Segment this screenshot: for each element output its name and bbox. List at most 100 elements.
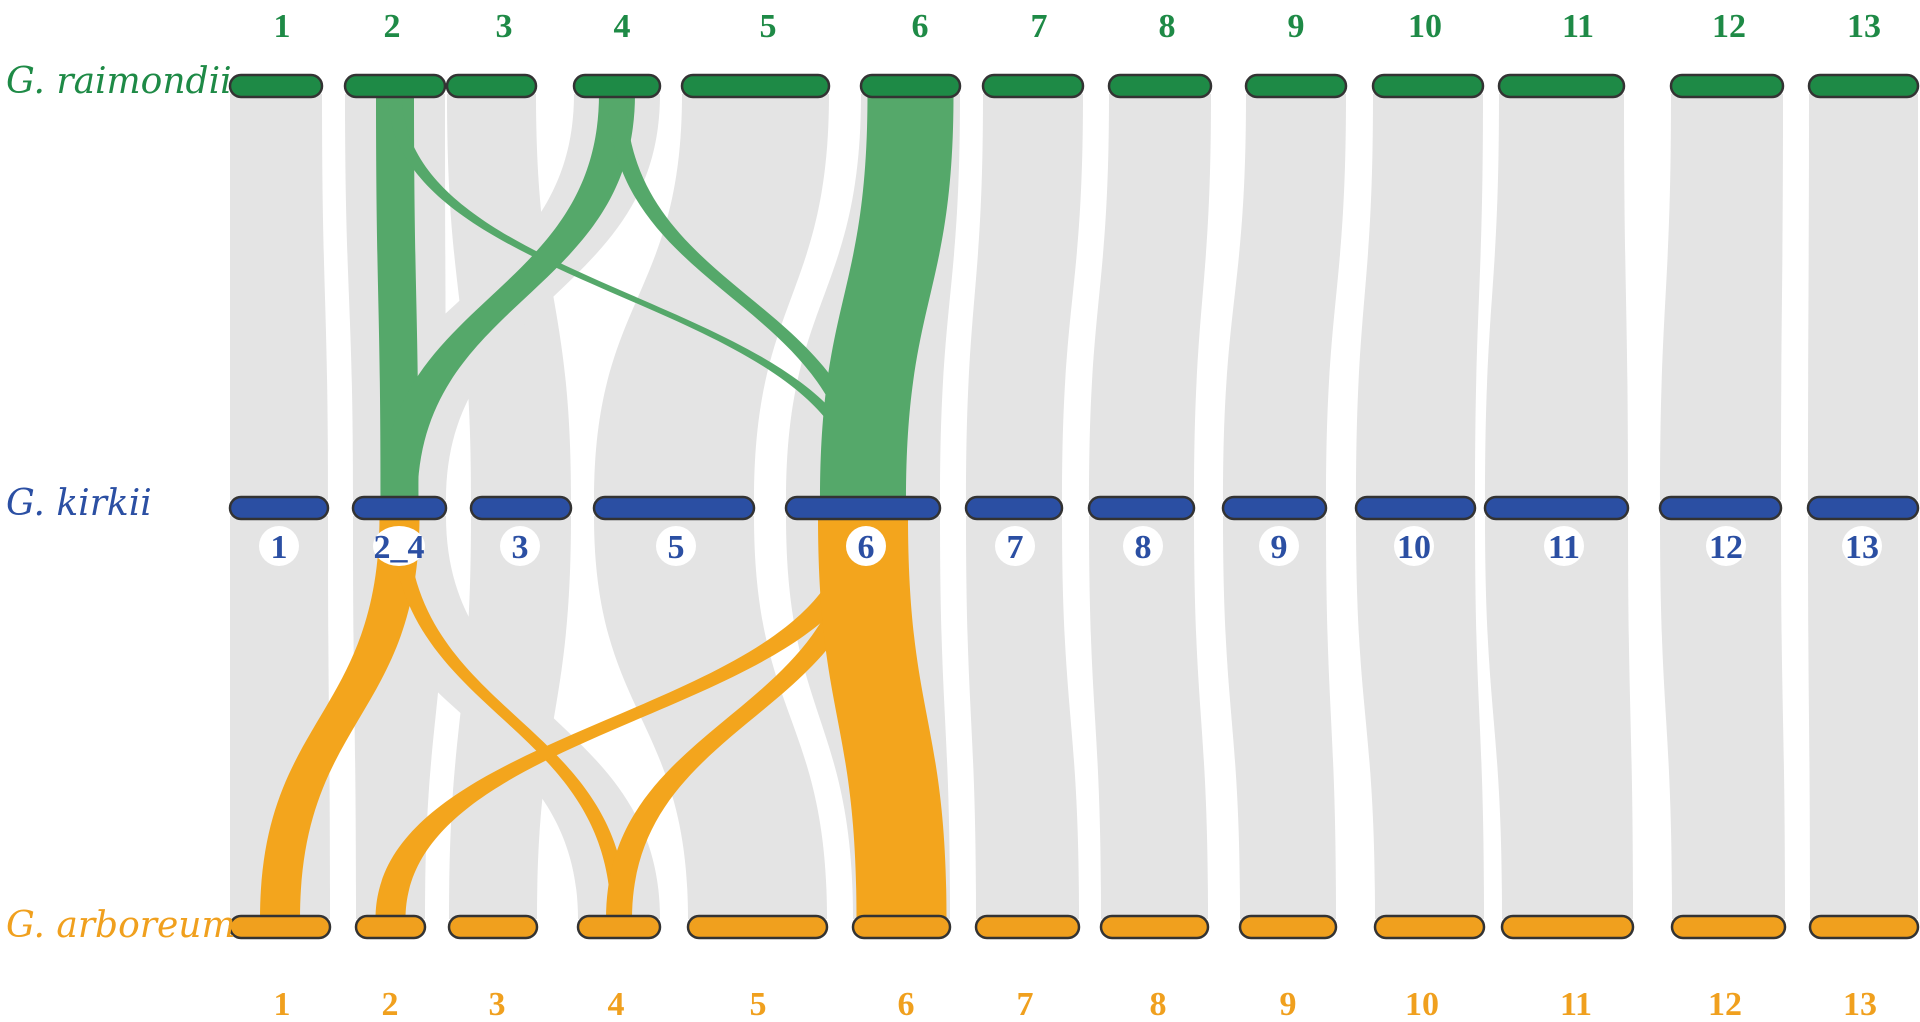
chromosome-bar-top-7 (981, 73, 1085, 99)
chromosome-bar-bottom-5 (686, 914, 829, 940)
chromosome-bar-bottom-7 (974, 914, 1081, 940)
chromosome-label-bg-middle-9 (1259, 526, 1299, 566)
chromosome-bar-middle-6 (784, 495, 942, 521)
chromosome-bar-bottom-1 (228, 914, 332, 940)
chromosome-bar-bottom-11 (1500, 914, 1635, 940)
chromosome-number-middle-6: 6 (858, 529, 875, 566)
chromosome-bars (228, 73, 1920, 940)
chromosome-number-top-11: 11 (1562, 8, 1594, 45)
background-link-bottom-7 (966, 516, 1079, 919)
background-link-bottom-13 (1808, 516, 1918, 919)
chromosome-number-middle-10: 10 (1397, 529, 1431, 566)
chromosome-number-middle-11: 11 (1548, 529, 1580, 566)
chromosome-label-bg-middle-6 (846, 526, 886, 566)
chromosome-number-top-1: 1 (274, 8, 291, 45)
chromosome-number-middle-3: 3 (512, 529, 529, 566)
chromosome-bar-bottom-13 (1808, 914, 1920, 940)
chromosome-number-bottom-2: 2 (382, 986, 399, 1022)
chromosome-bar-bottom-9 (1238, 914, 1338, 940)
species-label-bottom: G. arboreum (6, 905, 236, 946)
chromosome-bar-middle-12 (1658, 495, 1783, 521)
chromosome-label-bg-middle-2_4 (373, 526, 425, 566)
highlight-link-bottom-6-to-6 (818, 516, 947, 919)
chromosome-bar-middle-13 (1806, 495, 1920, 521)
chromosome-bar-top-10 (1371, 73, 1485, 99)
chromosome-number-bottom-6: 6 (898, 986, 915, 1022)
highlight-link-bottom-6-to-2 (375, 516, 878, 919)
chromosome-bar-bottom-10 (1373, 914, 1486, 940)
background-link-bottom-12 (1660, 516, 1785, 919)
chromosome-number-middle-5: 5 (668, 529, 685, 566)
background-link-top-9 (1223, 94, 1346, 500)
chromosome-bar-bottom-4 (576, 914, 662, 940)
chromosome-label-bg-middle-11 (1544, 526, 1584, 566)
background-link-top-7 (966, 94, 1083, 500)
highlight-link-top-4-to-6 (608, 94, 872, 500)
highlight-link-top-4-to-2_4 (381, 94, 635, 500)
highlight-link-bottom-2_4-to-4 (391, 516, 627, 919)
chromosome-number-labels: 1 2 3 4 5 6 7 8 9 10 11 12 131 2_4 3 5 6 7 8 9 10 11 12 131 2 3 4 5… (259, 8, 1882, 1022)
chromosome-bar-middle-5 (592, 495, 756, 521)
background-link-top-11 (1485, 94, 1628, 500)
species-label-middle: G. kirkii (6, 483, 152, 524)
chromosome-bar-bottom-6 (851, 914, 952, 940)
chromosome-number-bottom-11: 11 (1560, 986, 1592, 1022)
chromosome-bar-top-8 (1107, 73, 1213, 99)
chromosome-label-bg-middle-5 (656, 526, 696, 566)
chromosome-bar-top-2 (343, 73, 447, 99)
chromosome-bar-top-6 (859, 73, 962, 99)
chromosome-bar-middle-11 (1483, 495, 1630, 521)
chromosome-number-bottom-10: 10 (1405, 986, 1439, 1022)
chromosome-bar-top-12 (1669, 73, 1785, 99)
chromosome-number-bottom-12: 12 (1708, 986, 1742, 1022)
chromosome-label-bg-middle-10 (1394, 526, 1434, 566)
chromosome-label-bg-middle-7 (995, 526, 1035, 566)
background-link-bottom-10 (1356, 516, 1484, 919)
chromosome-label-bg-middle-3 (500, 526, 540, 566)
background-link-top-10 (1356, 94, 1483, 500)
background-link-bottom-9 (1223, 516, 1336, 919)
background-link-top-5 (594, 94, 829, 500)
highlight-link-top-2-to-6 (388, 94, 870, 500)
chromosome-number-top-10: 10 (1408, 8, 1442, 45)
chromosome-bar-bottom-3 (447, 914, 539, 940)
chromosome-number-top-3: 3 (496, 8, 513, 45)
background-link-bottom-5 (594, 516, 827, 919)
chromosome-number-top-7: 7 (1031, 8, 1048, 45)
chromosome-bar-top-4 (572, 73, 662, 99)
chromosome-number-top-6: 6 (912, 8, 929, 45)
chromosome-bar-top-1 (228, 73, 324, 99)
background-link-top-1 (230, 94, 328, 500)
chromosome-number-bottom-13: 13 (1843, 986, 1877, 1022)
species-labels: G. raimondii G. kirkii G. arboreum (6, 61, 236, 946)
background-link-top-12 (1660, 94, 1783, 500)
background-link-bottom-8 (1089, 516, 1208, 919)
chromosome-bar-middle-2_4 (351, 495, 448, 521)
chromosome-number-middle-12: 12 (1709, 529, 1743, 566)
chromosome-bar-top-5 (680, 73, 831, 99)
chromosome-number-bottom-1: 1 (274, 986, 291, 1022)
chromosome-bar-middle-1 (228, 495, 330, 521)
chromosome-label-bg-middle-1 (259, 526, 299, 566)
chromosome-bar-middle-3 (469, 495, 573, 521)
chromosome-number-top-9: 9 (1288, 8, 1305, 45)
chromosome-bar-bottom-8 (1099, 914, 1210, 940)
chromosome-bar-top-9 (1244, 73, 1348, 99)
species-label-top: G. raimondii (6, 61, 232, 102)
chromosome-number-middle-2_4: 2_4 (374, 529, 425, 566)
chromosome-label-bg-middle-13 (1842, 526, 1882, 566)
chromosome-bar-top-3 (445, 73, 538, 99)
chromosome-number-top-13: 13 (1847, 8, 1881, 45)
chromosome-number-middle-13: 13 (1845, 529, 1879, 566)
chromosome-number-bottom-5: 5 (750, 986, 767, 1022)
chromosome-number-middle-8: 8 (1135, 529, 1152, 566)
chromosome-bar-top-13 (1807, 73, 1920, 99)
background-link-top-13 (1808, 94, 1918, 500)
chromosome-number-bottom-3: 3 (489, 986, 506, 1022)
chromosome-bar-top-11 (1497, 73, 1626, 99)
chromosome-bar-middle-10 (1354, 495, 1477, 521)
chromosome-number-bottom-9: 9 (1280, 986, 1297, 1022)
chromosome-number-middle-1: 1 (271, 529, 288, 566)
chromosome-number-bottom-8: 8 (1150, 986, 1167, 1022)
